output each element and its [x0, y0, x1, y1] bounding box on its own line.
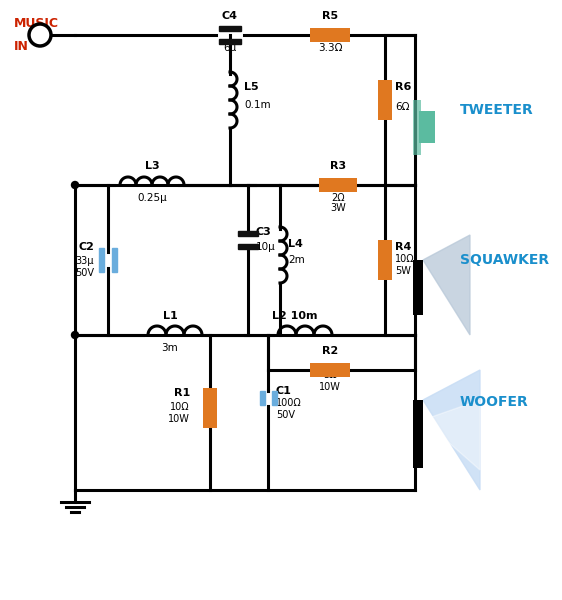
Polygon shape	[423, 370, 480, 490]
Bar	[99, 248, 104, 272]
Text: R1: R1	[174, 388, 190, 397]
Text: 50V: 50V	[75, 268, 94, 278]
Text: L4: L4	[288, 239, 303, 249]
Text: 10W: 10W	[319, 382, 341, 392]
Polygon shape	[423, 400, 480, 470]
Text: 3m: 3m	[162, 343, 178, 353]
Text: MUSIC: MUSIC	[14, 17, 59, 30]
Text: WOOFER: WOOFER	[460, 395, 529, 409]
Text: C4: C4	[222, 11, 238, 21]
Text: TWEETER: TWEETER	[460, 103, 534, 117]
Text: 6Ω: 6Ω	[395, 102, 410, 112]
Text: R3: R3	[330, 161, 346, 171]
Bar	[219, 26, 241, 31]
Circle shape	[71, 331, 79, 338]
Text: 2Ω: 2Ω	[331, 193, 345, 203]
Bar	[378, 240, 392, 280]
Bar	[238, 231, 258, 236]
Text: 3.3Ω: 3.3Ω	[318, 43, 342, 53]
Bar	[319, 178, 357, 192]
Text: SQUAWKER: SQUAWKER	[460, 253, 549, 267]
Bar	[413, 260, 423, 315]
Text: 0.25μ: 0.25μ	[137, 193, 167, 203]
Text: L3: L3	[144, 161, 159, 171]
Text: R2: R2	[322, 346, 338, 356]
Text: 0.1m: 0.1m	[244, 100, 271, 110]
Text: 5W: 5W	[395, 266, 411, 276]
Bar	[413, 260, 423, 315]
Text: 10μ: 10μ	[256, 242, 276, 252]
Bar	[238, 244, 258, 249]
Text: 50V: 50V	[276, 409, 295, 419]
Bar	[203, 388, 217, 427]
Text: L1: L1	[162, 311, 178, 321]
Text: 2m: 2m	[288, 255, 305, 265]
Bar	[271, 391, 277, 404]
Bar	[219, 39, 241, 44]
Text: L2 10m: L2 10m	[272, 311, 318, 321]
Bar	[413, 100, 421, 155]
Text: C1: C1	[276, 385, 292, 395]
Bar	[112, 248, 117, 272]
Text: L5: L5	[244, 82, 259, 92]
Circle shape	[29, 24, 51, 46]
Bar	[413, 400, 423, 468]
Bar	[260, 391, 265, 404]
Text: 100Ω: 100Ω	[276, 397, 302, 407]
Text: R6: R6	[395, 82, 411, 92]
Text: C3: C3	[256, 227, 272, 237]
Text: R5: R5	[322, 11, 338, 21]
Polygon shape	[423, 235, 470, 335]
Text: IN: IN	[14, 40, 29, 53]
Bar	[310, 363, 350, 377]
Bar	[413, 400, 423, 468]
Bar	[419, 111, 435, 143]
Circle shape	[71, 181, 79, 188]
Text: 10Ω: 10Ω	[395, 254, 415, 264]
Bar	[378, 80, 392, 120]
Bar	[310, 28, 350, 42]
Text: 6μ: 6μ	[223, 43, 237, 53]
Text: 10Ω: 10Ω	[170, 401, 190, 412]
Text: 5Ω: 5Ω	[323, 370, 337, 380]
Text: 10W: 10W	[168, 413, 190, 424]
Text: C2: C2	[78, 242, 94, 252]
Text: R4: R4	[395, 242, 411, 252]
Text: 33μ: 33μ	[75, 256, 94, 266]
Text: 3W: 3W	[330, 203, 346, 213]
